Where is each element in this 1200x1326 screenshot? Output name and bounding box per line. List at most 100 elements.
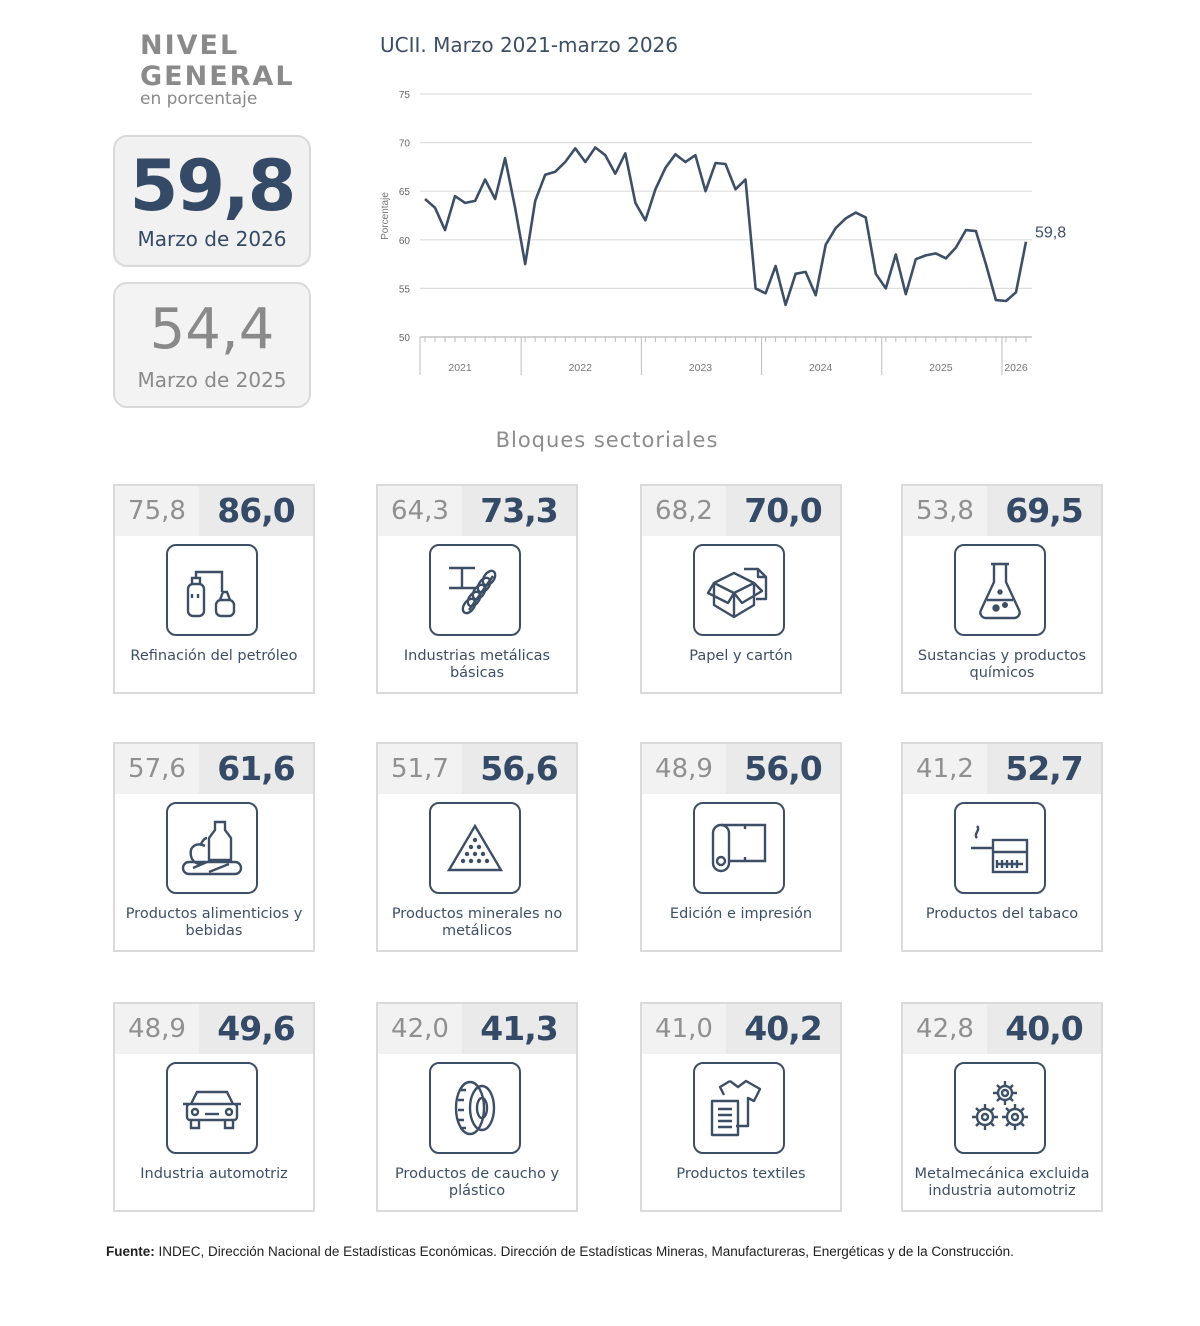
sector-label: Industrias metálicas básicas xyxy=(403,648,551,681)
kpi-previous-card: 54,4 Marzo de 2025 xyxy=(113,282,311,408)
y-tick-label: 70 xyxy=(399,139,411,150)
flask-icon xyxy=(954,544,1046,636)
sector-previous-value: 57,6 xyxy=(115,744,199,794)
sector-card: 51,7 56,6 Productos minerales no metálicos xyxy=(376,742,578,952)
x-tick-label: 2021 xyxy=(448,362,472,374)
sector-previous-value: 75,8 xyxy=(115,486,199,536)
sector-previous-value: 42,8 xyxy=(903,1004,987,1054)
food-bottle-icon xyxy=(166,802,258,894)
sector-previous-value: 68,2 xyxy=(642,486,726,536)
sector-current-value: 86,0 xyxy=(199,486,313,536)
sector-values: 42,0 41,3 xyxy=(378,1004,576,1054)
sector-previous-value: 41,0 xyxy=(642,1004,726,1054)
paper-roll-icon xyxy=(693,802,785,894)
tire-icon xyxy=(429,1062,521,1154)
sector-label: Productos textiles xyxy=(676,1166,806,1182)
end-value-label: 59,8 xyxy=(1035,225,1066,242)
sector-current-value: 56,0 xyxy=(726,744,840,794)
y-tick-label: 60 xyxy=(399,236,411,247)
sector-card: 68,2 70,0 Papel y cartón xyxy=(640,484,842,694)
sector-previous-value: 51,7 xyxy=(378,744,462,794)
sector-values: 75,8 86,0 xyxy=(115,486,313,536)
sector-values: 41,0 40,2 xyxy=(642,1004,840,1054)
sector-label: Refinación del petróleo xyxy=(130,648,298,664)
sector-label: Papel y cartón xyxy=(689,648,793,664)
title-subtitle: en porcentaje xyxy=(140,89,258,109)
kpi-previous-label: Marzo de 2025 xyxy=(137,368,287,392)
line-chart: 50 55 60 65 70 75 Porcentaje 2021 2022 2023 2024 20… xyxy=(380,90,1066,375)
sector-current-value: 70,0 xyxy=(726,486,840,536)
sector-values: 53,8 69,5 xyxy=(903,486,1101,536)
sector-values: 48,9 49,6 xyxy=(115,1004,313,1054)
kpi-current-label: Marzo de 2026 xyxy=(137,227,287,251)
title-line-2: General xyxy=(140,61,295,92)
sector-card: 53,8 69,5 Sustancias y productos químicos xyxy=(901,484,1103,694)
sector-label: Productos del tabaco xyxy=(925,906,1079,922)
sector-card: 48,9 56,0 Edición e impresión xyxy=(640,742,842,952)
refinery-icon xyxy=(166,544,258,636)
sector-current-value: 61,6 xyxy=(199,744,313,794)
sector-previous-value: 48,9 xyxy=(642,744,726,794)
kpi-current-value: 59,8 xyxy=(129,145,297,227)
sector-previous-value: 42,0 xyxy=(378,1004,462,1054)
x-tick-label: 2024 xyxy=(809,362,833,374)
y-tick-label: 55 xyxy=(399,284,411,295)
sector-label: Productos minerales no metálicos xyxy=(391,906,563,939)
source-text: INDEC, Dirección Nacional de Estadística… xyxy=(158,1244,1014,1259)
y-tick-label: 75 xyxy=(399,90,411,101)
kpi-previous-value: 54,4 xyxy=(149,297,275,362)
sector-previous-value: 64,3 xyxy=(378,486,462,536)
sector-previous-value: 48,9 xyxy=(115,1004,199,1054)
gears-icon xyxy=(954,1062,1046,1154)
section-header: Nivel General en porcentaje xyxy=(140,30,295,109)
sector-label: Productos alimenticios y bebidas xyxy=(125,906,303,939)
sector-label: Sustancias y productos químicos xyxy=(917,648,1087,681)
sector-card: 64,3 73,3 Industrias metálicas básicas xyxy=(376,484,578,694)
sector-card: 48,9 49,6 Industria automotriz xyxy=(113,1002,315,1212)
sector-current-value: 49,6 xyxy=(199,1004,313,1054)
x-tick-label: 2025 xyxy=(929,362,953,374)
sector-current-value: 41,3 xyxy=(462,1004,576,1054)
sector-values: 64,3 73,3 xyxy=(378,486,576,536)
y-axis-label: Porcentaje xyxy=(380,192,391,240)
sector-values: 41,2 52,7 xyxy=(903,744,1101,794)
chart-title: UCII. Marzo 2021-marzo 2026 xyxy=(380,33,679,57)
x-tick-label: 2022 xyxy=(569,362,593,374)
source-note: Fuente: INDEC, Dirección Nacional de Est… xyxy=(106,1244,1014,1259)
sector-label: Productos de caucho y plástico xyxy=(394,1166,560,1199)
sector-card: 41,2 52,7 Productos del tabaco xyxy=(901,742,1103,952)
series-line xyxy=(424,146,1028,307)
sector-values: 48,9 56,0 xyxy=(642,744,840,794)
sector-values: 68,2 70,0 xyxy=(642,486,840,536)
y-tick-label: 65 xyxy=(399,187,411,198)
mineral-triangle-icon xyxy=(429,802,521,894)
sector-card: 42,8 40,0 Metalmecánica excluida industria… xyxy=(901,1002,1103,1212)
sector-card: 75,8 86,0 Refinación del petróleo xyxy=(113,484,315,694)
sector-previous-value: 41,2 xyxy=(903,744,987,794)
tshirt-icon xyxy=(693,1062,785,1154)
sector-current-value: 73,3 xyxy=(462,486,576,536)
sector-current-value: 40,2 xyxy=(726,1004,840,1054)
sector-previous-value: 53,8 xyxy=(903,486,987,536)
sector-values: 57,6 61,6 xyxy=(115,744,313,794)
source-label: Fuente: xyxy=(106,1244,155,1259)
sector-current-value: 40,0 xyxy=(987,1004,1101,1054)
sector-label: Metalmecánica excluida industria automot… xyxy=(914,1166,1090,1199)
car-icon xyxy=(166,1062,258,1154)
sector-values: 51,7 56,6 xyxy=(378,744,576,794)
sector-card: 41,0 40,2 Productos textiles xyxy=(640,1002,842,1212)
x-tick-label: 2026 xyxy=(1004,362,1028,374)
metal-beam-icon xyxy=(429,544,521,636)
x-tick-label: 2023 xyxy=(689,362,713,374)
sector-card: 57,6 61,6 Productos alimenticios y bebidas xyxy=(113,742,315,952)
sector-label: Edición e impresión xyxy=(669,906,813,922)
sector-values: 42,8 40,0 xyxy=(903,1004,1101,1054)
cardboard-box-icon xyxy=(693,544,785,636)
cigarette-box-icon xyxy=(954,802,1046,894)
title-line-1: Nivel xyxy=(140,30,240,61)
sector-label: Industria automotriz xyxy=(140,1166,288,1182)
sector-card: 42,0 41,3 Productos de caucho y plástico xyxy=(376,1002,578,1212)
y-tick-label: 50 xyxy=(399,333,411,344)
sector-current-value: 69,5 xyxy=(987,486,1101,536)
sector-current-value: 52,7 xyxy=(987,744,1101,794)
